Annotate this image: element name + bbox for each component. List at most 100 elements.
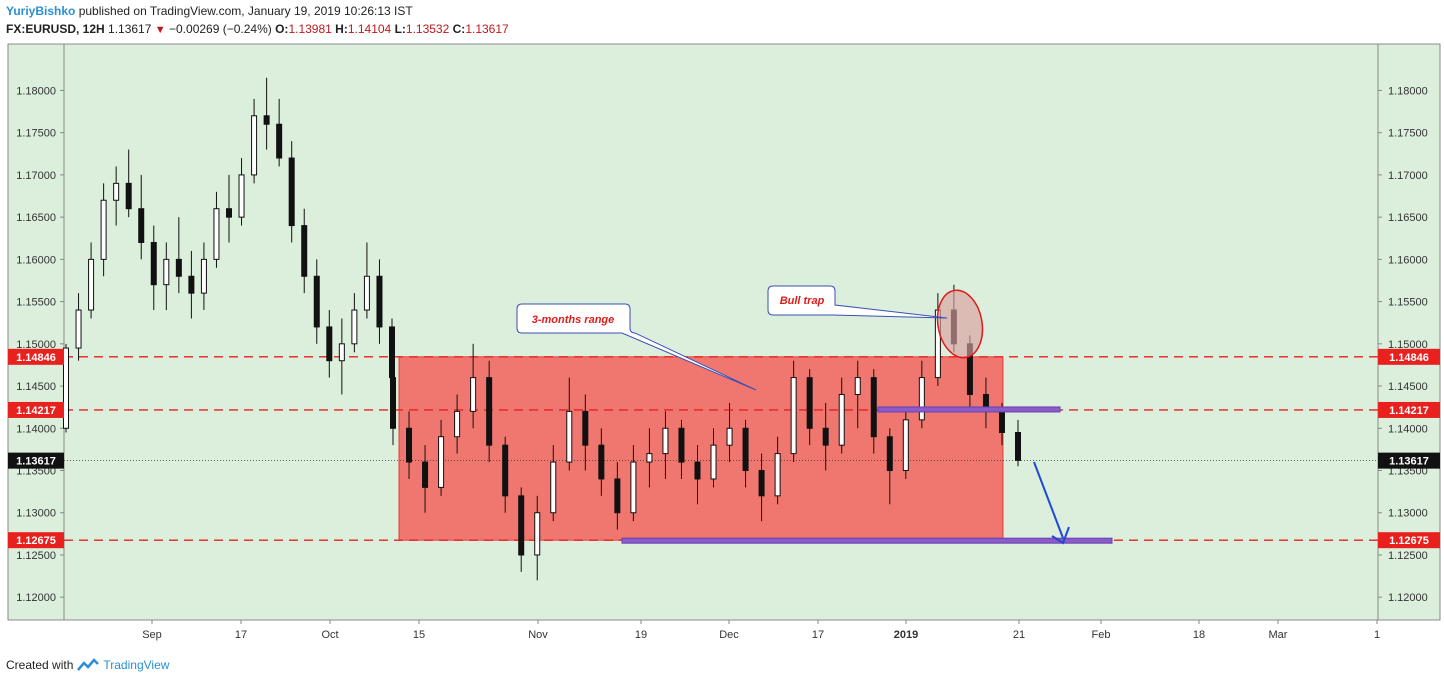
y-tick-label-left: 1.14500 xyxy=(16,381,56,393)
created-with-text: Created with xyxy=(6,658,74,672)
candle-body xyxy=(998,410,1005,434)
candle-body xyxy=(710,444,717,480)
trap-callout-bubble xyxy=(767,285,948,319)
y-tick-label-left: 1.14000 xyxy=(16,423,56,435)
author-name[interactable]: YuriyBishko xyxy=(6,4,76,18)
candle-body xyxy=(389,326,395,379)
y-tick-label-right: 1.12500 xyxy=(1388,550,1428,562)
close-label: C: xyxy=(452,22,466,36)
price-chart[interactable]: 1.120001.125001.130001.135001.140001.145… xyxy=(0,0,1444,652)
y-tick-label-right: 1.18000 xyxy=(1388,85,1428,97)
y-tick-label-left: 1.13000 xyxy=(16,508,56,520)
last-price-value: 1.13617 xyxy=(108,22,152,36)
right-axis-panel xyxy=(1377,43,1441,621)
purple-zone-lower xyxy=(621,537,1113,544)
candle-body xyxy=(758,470,765,497)
y-tick-label-right: 1.13000 xyxy=(1388,508,1428,520)
candle-body xyxy=(276,123,283,159)
level-badge-left xyxy=(8,401,64,418)
candle-body xyxy=(582,410,589,446)
candle-body xyxy=(351,309,358,345)
level-badge-left xyxy=(8,532,64,549)
candle-body xyxy=(566,410,573,463)
candle-body xyxy=(726,427,733,446)
x-tick-label: 18 xyxy=(1193,629,1205,641)
x-axis: Sep 17 Oct 15 Nov 19 Dec 17 2019 21 Feb 18 Mar 1 xyxy=(142,620,1380,641)
down-arrow-icon xyxy=(1033,461,1070,545)
candle-body xyxy=(251,115,258,176)
tradingview-logo-icon xyxy=(77,658,100,671)
y-tick-label-right: 1.16500 xyxy=(1388,212,1428,224)
candle-body xyxy=(200,258,207,294)
symbol-label: FX:EURUSD, 12H xyxy=(6,22,105,36)
arrow-shaft xyxy=(1033,461,1064,539)
x-tick-label: 15 xyxy=(413,629,425,641)
candle-body xyxy=(870,377,877,438)
range-box xyxy=(398,356,1004,541)
down-triangle-icon: ▼ xyxy=(154,24,166,36)
candle-body xyxy=(486,377,493,446)
y-tick-label-right: 1.15500 xyxy=(1388,297,1428,309)
candle-body xyxy=(175,258,182,277)
candle-body xyxy=(288,157,295,227)
candle-body xyxy=(918,377,925,421)
x-tick-label: Mar xyxy=(1269,629,1288,641)
level-badge-left-text: 1.14217 xyxy=(16,405,56,417)
y-tick-label-left: 1.18000 xyxy=(16,85,56,97)
y-tick-label-right: 1.17500 xyxy=(1388,128,1428,140)
right-y-axis: 1.120001.125001.130001.135001.140001.145… xyxy=(1378,85,1428,604)
x-tick-label: Sep xyxy=(142,629,162,641)
candle-body xyxy=(326,326,333,362)
left-level-badges: 1.14846 1.14217 1.12675 1.13617 xyxy=(8,348,64,549)
candle-body xyxy=(88,258,95,311)
candle-body xyxy=(390,377,396,429)
range-callout-bubble xyxy=(516,303,757,391)
y-tick-label-right: 1.14000 xyxy=(1388,423,1428,435)
candle-body xyxy=(470,377,477,412)
candle-body xyxy=(63,347,69,429)
candle-body xyxy=(614,478,621,514)
candle-body xyxy=(854,377,861,395)
high-value: 1.14104 xyxy=(347,22,392,36)
open-value: 1.13981 xyxy=(288,22,332,36)
y-tick-label-right: 1.14500 xyxy=(1388,381,1428,393)
tradingview-brand[interactable]: TradingView xyxy=(103,658,170,672)
candle-body xyxy=(100,199,107,260)
candle-body xyxy=(902,419,909,472)
level-badge-right xyxy=(1378,532,1440,549)
candle-body xyxy=(438,436,445,488)
close-value: 1.13617 xyxy=(465,22,509,36)
candle-body xyxy=(534,512,541,556)
candle-body xyxy=(238,174,245,218)
right-level-badges: 1.14846 1.14217 1.12675 1.13617 xyxy=(1378,348,1440,549)
level-badge-left-text: 1.12675 xyxy=(16,535,56,547)
candle-body xyxy=(502,444,509,497)
x-tick-label: 19 xyxy=(635,629,647,641)
y-tick-label-left: 1.16500 xyxy=(16,212,56,224)
candle-body xyxy=(138,208,145,243)
candle-body xyxy=(313,275,320,328)
y-tick-label-right: 1.17000 xyxy=(1388,170,1428,182)
candle-body xyxy=(774,453,781,497)
footer: Created with TradingView xyxy=(6,658,169,672)
range-callout: 3-months range xyxy=(516,303,757,391)
x-tick-label: 21 xyxy=(1013,629,1025,641)
price-levels xyxy=(64,356,1378,541)
x-tick-label: Nov xyxy=(528,629,548,641)
level-badge-right xyxy=(1378,401,1440,418)
candle-body xyxy=(301,225,308,277)
y-tick-label-left: 1.15000 xyxy=(16,339,56,351)
candle-body xyxy=(694,461,701,480)
x-tick-label: 2019 xyxy=(894,629,918,641)
y-tick-label-left: 1.15500 xyxy=(16,297,56,309)
y-tick-label-right: 1.12000 xyxy=(1388,592,1428,604)
level-badge-right xyxy=(1378,452,1440,469)
purple-zone-upper xyxy=(877,406,1061,413)
candle-body xyxy=(822,427,829,446)
level-badge-right-text: 1.14846 xyxy=(1389,352,1429,364)
candle-body xyxy=(678,427,685,463)
candle-body xyxy=(75,309,82,349)
y-tick-label-left: 1.17500 xyxy=(16,128,56,140)
candle-body xyxy=(662,427,669,455)
candle-body xyxy=(1015,432,1021,461)
